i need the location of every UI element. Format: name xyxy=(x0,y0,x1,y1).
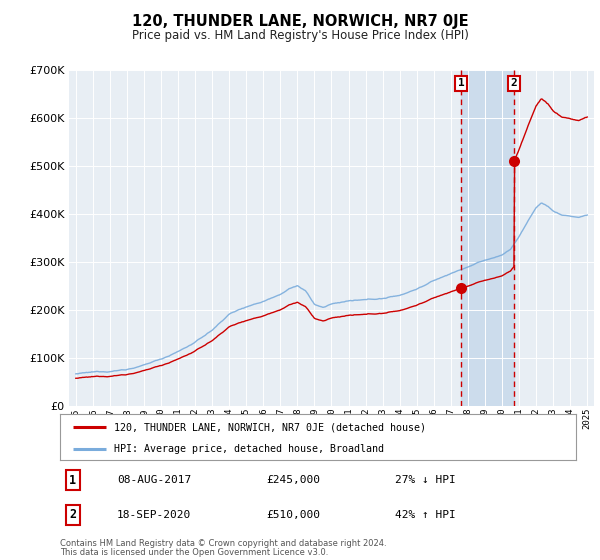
Text: HPI: Average price, detached house, Broadland: HPI: Average price, detached house, Broa… xyxy=(114,444,384,454)
Text: 18-SEP-2020: 18-SEP-2020 xyxy=(117,510,191,520)
Text: 42% ↑ HPI: 42% ↑ HPI xyxy=(395,510,456,520)
Text: 08-AUG-2017: 08-AUG-2017 xyxy=(117,475,191,485)
Text: 2: 2 xyxy=(70,508,76,521)
Text: 120, THUNDER LANE, NORWICH, NR7 0JE (detached house): 120, THUNDER LANE, NORWICH, NR7 0JE (det… xyxy=(114,422,426,432)
Text: Contains HM Land Registry data © Crown copyright and database right 2024.: Contains HM Land Registry data © Crown c… xyxy=(60,539,386,548)
Bar xyxy=(461,70,514,406)
Text: 27% ↓ HPI: 27% ↓ HPI xyxy=(395,475,456,485)
Text: 1: 1 xyxy=(458,78,464,88)
Text: £245,000: £245,000 xyxy=(266,475,320,485)
Text: 120, THUNDER LANE, NORWICH, NR7 0JE: 120, THUNDER LANE, NORWICH, NR7 0JE xyxy=(131,14,469,29)
Text: This data is licensed under the Open Government Licence v3.0.: This data is licensed under the Open Gov… xyxy=(60,548,328,557)
Text: Price paid vs. HM Land Registry's House Price Index (HPI): Price paid vs. HM Land Registry's House … xyxy=(131,29,469,42)
Text: 2: 2 xyxy=(511,78,518,88)
Text: 1: 1 xyxy=(70,474,76,487)
Text: £510,000: £510,000 xyxy=(266,510,320,520)
